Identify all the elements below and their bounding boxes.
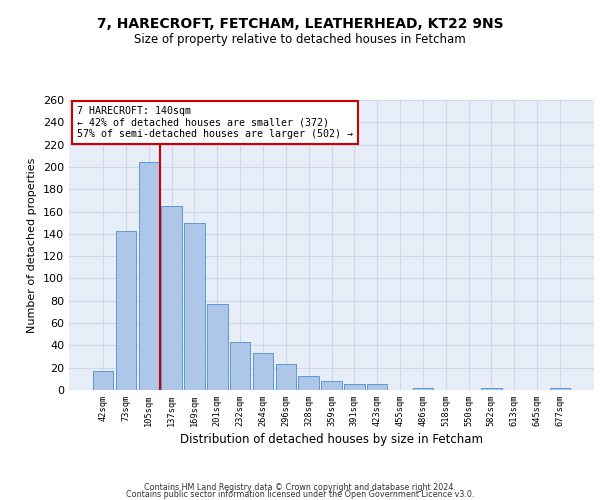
Bar [413, 388, 433, 390]
Bar [116, 230, 136, 390]
Y-axis label: Number of detached properties: Number of detached properties [28, 158, 37, 332]
Text: 7 HARECROFT: 140sqm
← 42% of detached houses are smaller (372)
57% of semi-detac: 7 HARECROFT: 140sqm ← 42% of detached ho… [77, 106, 353, 139]
Bar [367, 384, 388, 390]
X-axis label: Distribution of detached houses by size in Fetcham: Distribution of detached houses by size … [180, 434, 483, 446]
Bar [93, 371, 113, 390]
Bar [321, 381, 342, 390]
Bar [139, 162, 159, 390]
Text: 7, HARECROFT, FETCHAM, LEATHERHEAD, KT22 9NS: 7, HARECROFT, FETCHAM, LEATHERHEAD, KT22… [97, 18, 503, 32]
Bar [161, 206, 182, 390]
Text: Size of property relative to detached houses in Fetcham: Size of property relative to detached ho… [134, 32, 466, 46]
Bar [253, 353, 273, 390]
Bar [344, 384, 365, 390]
Bar [481, 388, 502, 390]
Bar [298, 376, 319, 390]
Bar [275, 364, 296, 390]
Bar [207, 304, 227, 390]
Bar [550, 388, 570, 390]
Text: Contains HM Land Registry data © Crown copyright and database right 2024.: Contains HM Land Registry data © Crown c… [144, 484, 456, 492]
Bar [230, 342, 250, 390]
Bar [184, 222, 205, 390]
Text: Contains public sector information licensed under the Open Government Licence v3: Contains public sector information licen… [126, 490, 474, 499]
